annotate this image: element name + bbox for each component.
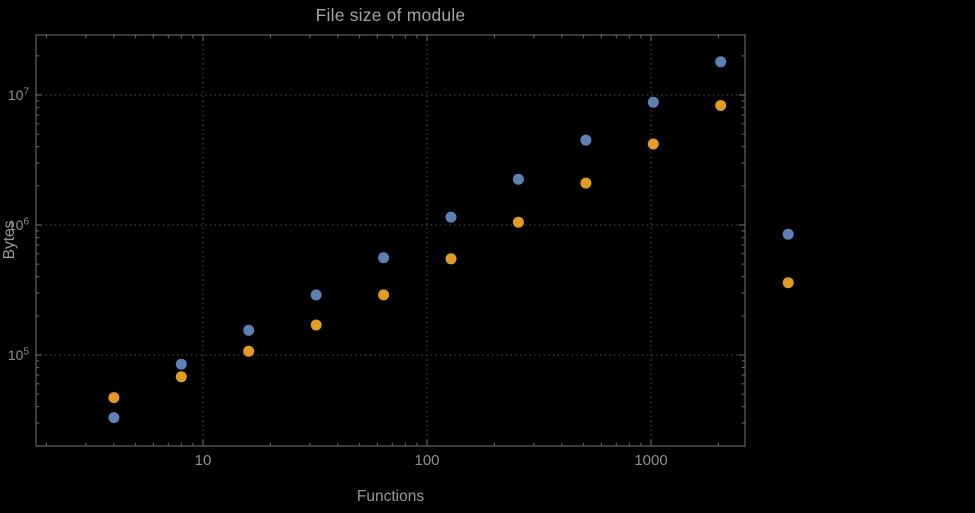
data-point-series-2 (580, 177, 592, 189)
data-point-series-2 (378, 289, 390, 301)
data-point-series-2 (175, 371, 187, 383)
data-point-series-2 (782, 277, 794, 289)
data-point-series-1 (647, 96, 659, 108)
y-tick-base: 10 (7, 217, 24, 233)
data-point-series-2 (647, 138, 659, 150)
x-axis-label: Functions (356, 488, 425, 505)
data-point-series-1 (715, 56, 727, 68)
data-point-series-2 (715, 100, 727, 111)
y-tick-exponent: 7 (23, 86, 29, 98)
data-point-series-1 (243, 324, 255, 336)
data-point-series-1 (378, 252, 390, 264)
y-tick-exponent: 5 (23, 346, 29, 358)
data-point-series-1 (445, 211, 457, 223)
data-point-series-1 (108, 412, 120, 424)
y-tick-exponent: 6 (23, 216, 29, 228)
x-tick-label: 1000 (634, 452, 668, 469)
y-tick-label: 105 (0, 344, 29, 366)
data-point-series-2 (512, 216, 524, 228)
y-tick-base: 10 (7, 87, 24, 103)
x-tick-label: 100 (414, 452, 440, 469)
data-point-series-2 (243, 345, 255, 357)
chart-title: File size of module (315, 5, 466, 25)
data-point-series-2 (108, 392, 120, 404)
data-point-series-1 (175, 358, 187, 370)
y-tick-label: 106 (0, 214, 29, 236)
x-tick-label: 10 (194, 452, 212, 469)
data-point-series-2 (445, 253, 457, 265)
data-point-series-1 (310, 289, 322, 301)
data-point-series-2 (310, 319, 322, 331)
plot-frame (35, 34, 746, 447)
data-point-series-1 (580, 134, 592, 146)
data-point-series-1 (512, 173, 524, 185)
y-tick-base: 10 (7, 347, 24, 363)
y-tick-label: 107 (0, 84, 29, 106)
data-point-series-1 (782, 228, 794, 240)
